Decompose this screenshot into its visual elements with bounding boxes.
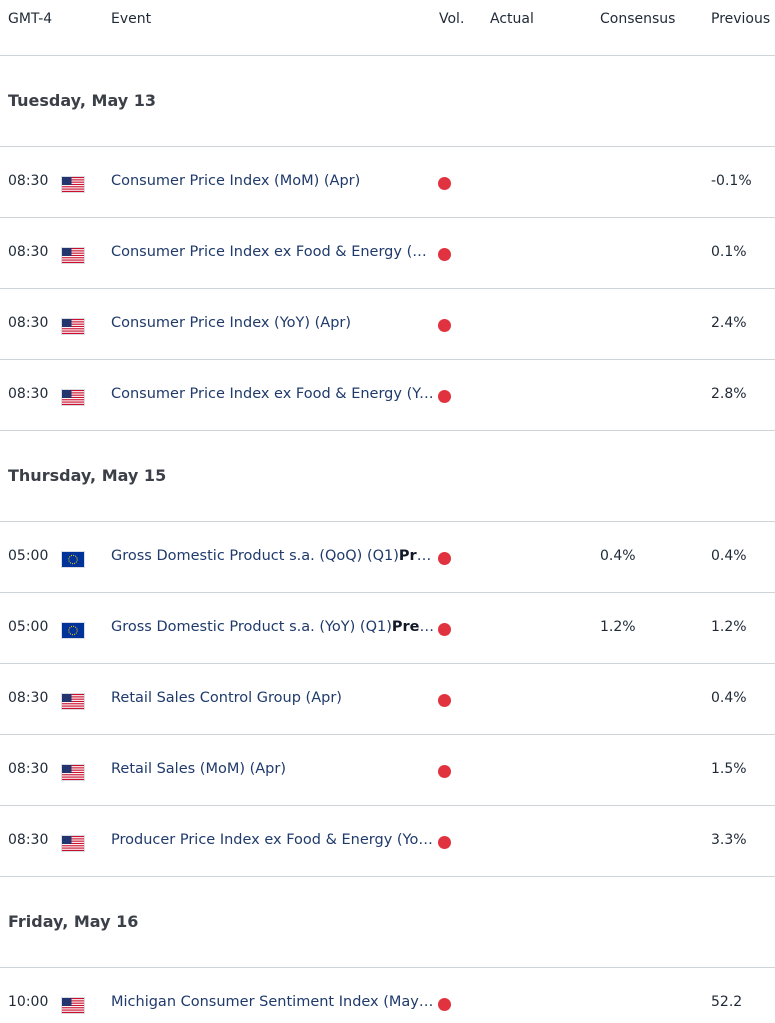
impact-dot-icon xyxy=(438,552,451,565)
event-time: 08:30 xyxy=(8,832,49,848)
eu-flag-icon xyxy=(61,551,85,568)
event-row[interactable]: 08:30 Producer Price Index ex Food & Ener… xyxy=(0,805,775,875)
event-row[interactable]: 10:00 Michigan Consumer Sentiment Index (… xyxy=(0,967,775,1023)
event-name: Gross Domestic Product s.a. (YoY) (Q1) xyxy=(111,619,392,635)
calendar-header: GMT-4 Event Vol. Actual Consensus Previo… xyxy=(0,0,775,40)
consensus-value: 0.4% xyxy=(600,548,636,564)
event-row[interactable]: 08:30 Consumer Price Index (MoM) (Apr) -0.… xyxy=(0,146,775,216)
impact-dot-icon xyxy=(438,248,451,261)
previous-value: 0.4% xyxy=(711,690,747,706)
event-title[interactable]: Producer Price Index ex Food & Energy (Y… xyxy=(111,832,434,848)
impact-dot-icon xyxy=(438,836,451,849)
previous-value: 2.4% xyxy=(711,315,747,331)
event-row[interactable]: 08:30 Consumer Price Index ex Food & Ener… xyxy=(0,217,775,287)
event-title[interactable]: Consumer Price Index ex Food & Energy (M… xyxy=(111,244,434,260)
impact-dot-icon xyxy=(438,319,451,332)
row-divider xyxy=(0,288,775,289)
previous-value: 2.8% xyxy=(711,386,747,402)
event-title[interactable]: Michigan Consumer Sentiment Index (May)P… xyxy=(111,994,434,1010)
event-name: Gross Domestic Product s.a. (QoQ) (Q1) xyxy=(111,548,399,564)
vol-column-header: Vol. xyxy=(439,11,465,27)
row-divider xyxy=(0,734,775,735)
event-title[interactable]: Consumer Price Index ex Food & Energy (Y… xyxy=(111,386,434,402)
event-title[interactable]: Consumer Price Index (YoY) (Apr) xyxy=(111,315,434,331)
day-divider xyxy=(0,521,775,522)
event-name: Retail Sales Control Group (Apr) xyxy=(111,690,342,706)
us-flag-icon xyxy=(61,247,85,264)
header-divider xyxy=(0,55,775,56)
impact-dot-icon xyxy=(438,998,451,1011)
impact-dot-icon xyxy=(438,623,451,636)
event-time: 08:30 xyxy=(8,386,49,402)
us-flag-icon xyxy=(61,997,85,1014)
previous-value: 52.2 xyxy=(711,994,743,1010)
event-qualifier: Preliminary xyxy=(391,619,434,635)
consensus-column-header: Consensus xyxy=(600,11,676,27)
us-flag-icon xyxy=(61,389,85,406)
us-flag-icon xyxy=(61,764,85,781)
impact-dot-icon xyxy=(438,177,451,190)
event-name: Consumer Price Index (MoM) (Apr) xyxy=(111,173,361,189)
event-time: 10:00 xyxy=(8,994,49,1010)
day-divider xyxy=(0,967,775,968)
previous-value: -0.1% xyxy=(711,173,752,189)
event-row[interactable]: 05:00 Gross Domestic Product s.a. (QoQ) (… xyxy=(0,521,775,591)
row-divider xyxy=(0,217,775,218)
us-flag-icon xyxy=(61,318,85,335)
event-row[interactable]: 08:30 Retail Sales (MoM) (Apr) 1.5% xyxy=(0,734,775,804)
event-time: 08:30 xyxy=(8,173,49,189)
consensus-value: 1.2% xyxy=(600,619,636,635)
row-divider xyxy=(0,663,775,664)
event-name: Producer Price Index ex Food & Energy (Y… xyxy=(111,832,434,848)
impact-dot-icon xyxy=(438,390,451,403)
impact-dot-icon xyxy=(438,765,451,778)
row-divider xyxy=(0,876,775,877)
row-divider xyxy=(0,359,775,360)
event-time: 08:30 xyxy=(8,315,49,331)
event-column-header: Event xyxy=(111,11,152,27)
event-title[interactable]: Gross Domestic Product s.a. (YoY) (Q1)Pr… xyxy=(111,619,434,635)
us-flag-icon xyxy=(61,835,85,852)
event-name: Consumer Price Index ex Food & Energy (Y… xyxy=(111,386,434,402)
impact-dot-icon xyxy=(438,694,451,707)
actual-column-header: Actual xyxy=(490,11,534,27)
row-divider xyxy=(0,592,775,593)
event-row[interactable]: 08:30 Retail Sales Control Group (Apr) 0.4… xyxy=(0,663,775,733)
row-divider xyxy=(0,430,775,431)
event-name: Consumer Price Index ex Food & Energy (M… xyxy=(111,244,434,260)
event-title[interactable]: Gross Domestic Product s.a. (QoQ) (Q1)Pr… xyxy=(111,548,434,564)
previous-value: 0.1% xyxy=(711,244,747,260)
event-row[interactable]: 08:30 Consumer Price Index (YoY) (Apr) 2.4… xyxy=(0,288,775,358)
event-time: 08:30 xyxy=(8,244,49,260)
event-name: Consumer Price Index (YoY) (Apr) xyxy=(111,315,352,331)
event-title[interactable]: Consumer Price Index (MoM) (Apr) xyxy=(111,173,434,189)
event-title[interactable]: Retail Sales Control Group (Apr) xyxy=(111,690,434,706)
event-row[interactable]: 08:30 Consumer Price Index ex Food & Ener… xyxy=(0,359,775,429)
timezone-header[interactable]: GMT-4 xyxy=(8,11,53,27)
event-row[interactable]: 05:00 Gross Domestic Product s.a. (YoY) (… xyxy=(0,592,775,662)
event-name: Michigan Consumer Sentiment Index (May) xyxy=(111,994,425,1010)
event-time: 08:30 xyxy=(8,690,49,706)
row-divider xyxy=(0,805,775,806)
previous-value: 1.2% xyxy=(711,619,747,635)
us-flag-icon xyxy=(61,693,85,710)
event-time: 05:00 xyxy=(8,548,49,564)
us-flag-icon xyxy=(61,176,85,193)
day-heading: Tuesday, May 13 xyxy=(8,91,157,110)
previous-value: 1.5% xyxy=(711,761,747,777)
event-time: 08:30 xyxy=(8,761,49,777)
event-qualifier: Preliminary xyxy=(398,548,434,564)
eu-flag-icon xyxy=(61,622,85,639)
event-time: 05:00 xyxy=(8,619,49,635)
day-heading: Friday, May 16 xyxy=(8,912,139,931)
previous-column-header: Previous xyxy=(711,11,771,27)
day-divider xyxy=(0,146,775,147)
event-title[interactable]: Retail Sales (MoM) (Apr) xyxy=(111,761,434,777)
event-name: Retail Sales (MoM) (Apr) xyxy=(111,761,286,777)
day-heading: Thursday, May 15 xyxy=(8,466,167,485)
previous-value: 0.4% xyxy=(711,548,747,564)
previous-value: 3.3% xyxy=(711,832,747,848)
